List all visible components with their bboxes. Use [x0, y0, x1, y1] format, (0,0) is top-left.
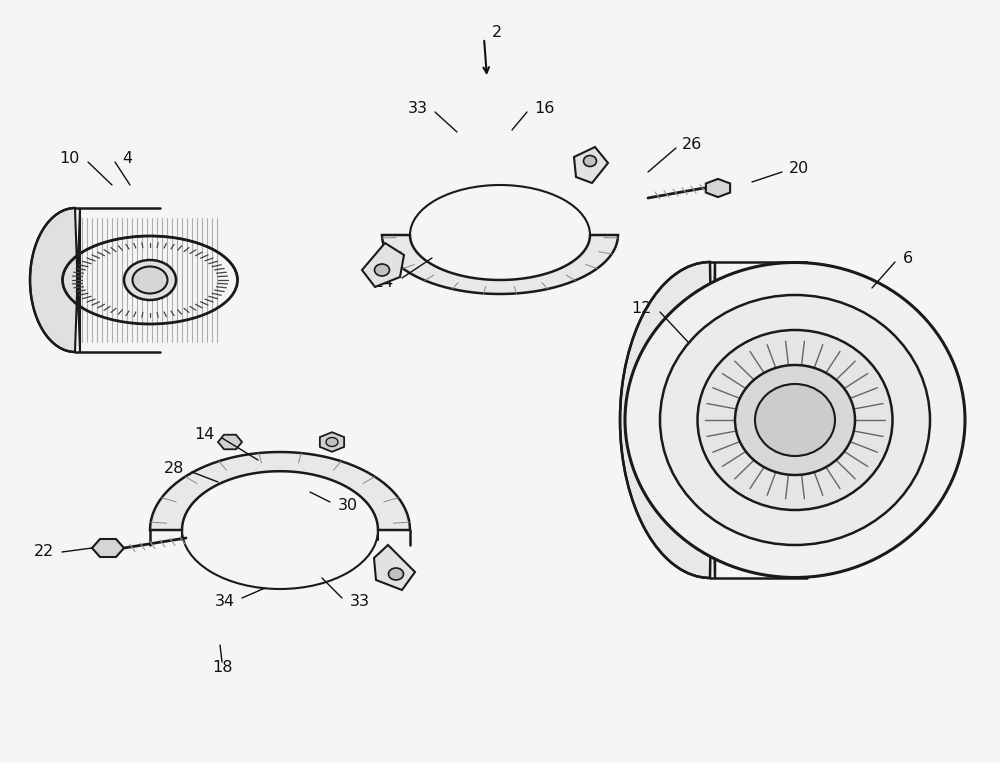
Polygon shape [382, 235, 618, 294]
Text: 30: 30 [338, 497, 358, 513]
Ellipse shape [389, 568, 404, 580]
Text: 28: 28 [164, 461, 184, 475]
Text: 26: 26 [682, 137, 702, 152]
Ellipse shape [735, 365, 855, 475]
Text: 18: 18 [212, 661, 232, 675]
Ellipse shape [124, 260, 176, 300]
Ellipse shape [375, 264, 390, 276]
Ellipse shape [584, 156, 596, 166]
Text: 6: 6 [903, 250, 913, 266]
Polygon shape [574, 147, 608, 183]
Polygon shape [620, 262, 715, 578]
Ellipse shape [625, 262, 965, 578]
Text: 33: 33 [408, 101, 428, 115]
Ellipse shape [660, 295, 930, 545]
Text: 12: 12 [632, 301, 652, 315]
Polygon shape [706, 179, 730, 197]
Polygon shape [665, 315, 715, 525]
Text: 2: 2 [492, 24, 502, 40]
Text: 33: 33 [350, 594, 370, 610]
Text: 16: 16 [534, 101, 554, 115]
Polygon shape [374, 545, 415, 590]
Text: 22: 22 [34, 545, 54, 559]
Polygon shape [92, 539, 124, 557]
Polygon shape [150, 452, 410, 530]
Ellipse shape [326, 437, 338, 446]
Polygon shape [320, 432, 344, 452]
Ellipse shape [755, 384, 835, 456]
Ellipse shape [698, 330, 893, 510]
Text: 10: 10 [60, 150, 80, 166]
Text: 24: 24 [374, 275, 394, 289]
Polygon shape [362, 243, 404, 287]
Text: 20: 20 [789, 160, 809, 175]
Text: 14: 14 [195, 427, 215, 442]
Polygon shape [218, 435, 242, 449]
Text: 34: 34 [215, 594, 235, 610]
Polygon shape [30, 208, 80, 352]
Text: 4: 4 [122, 150, 132, 166]
Ellipse shape [133, 266, 168, 294]
